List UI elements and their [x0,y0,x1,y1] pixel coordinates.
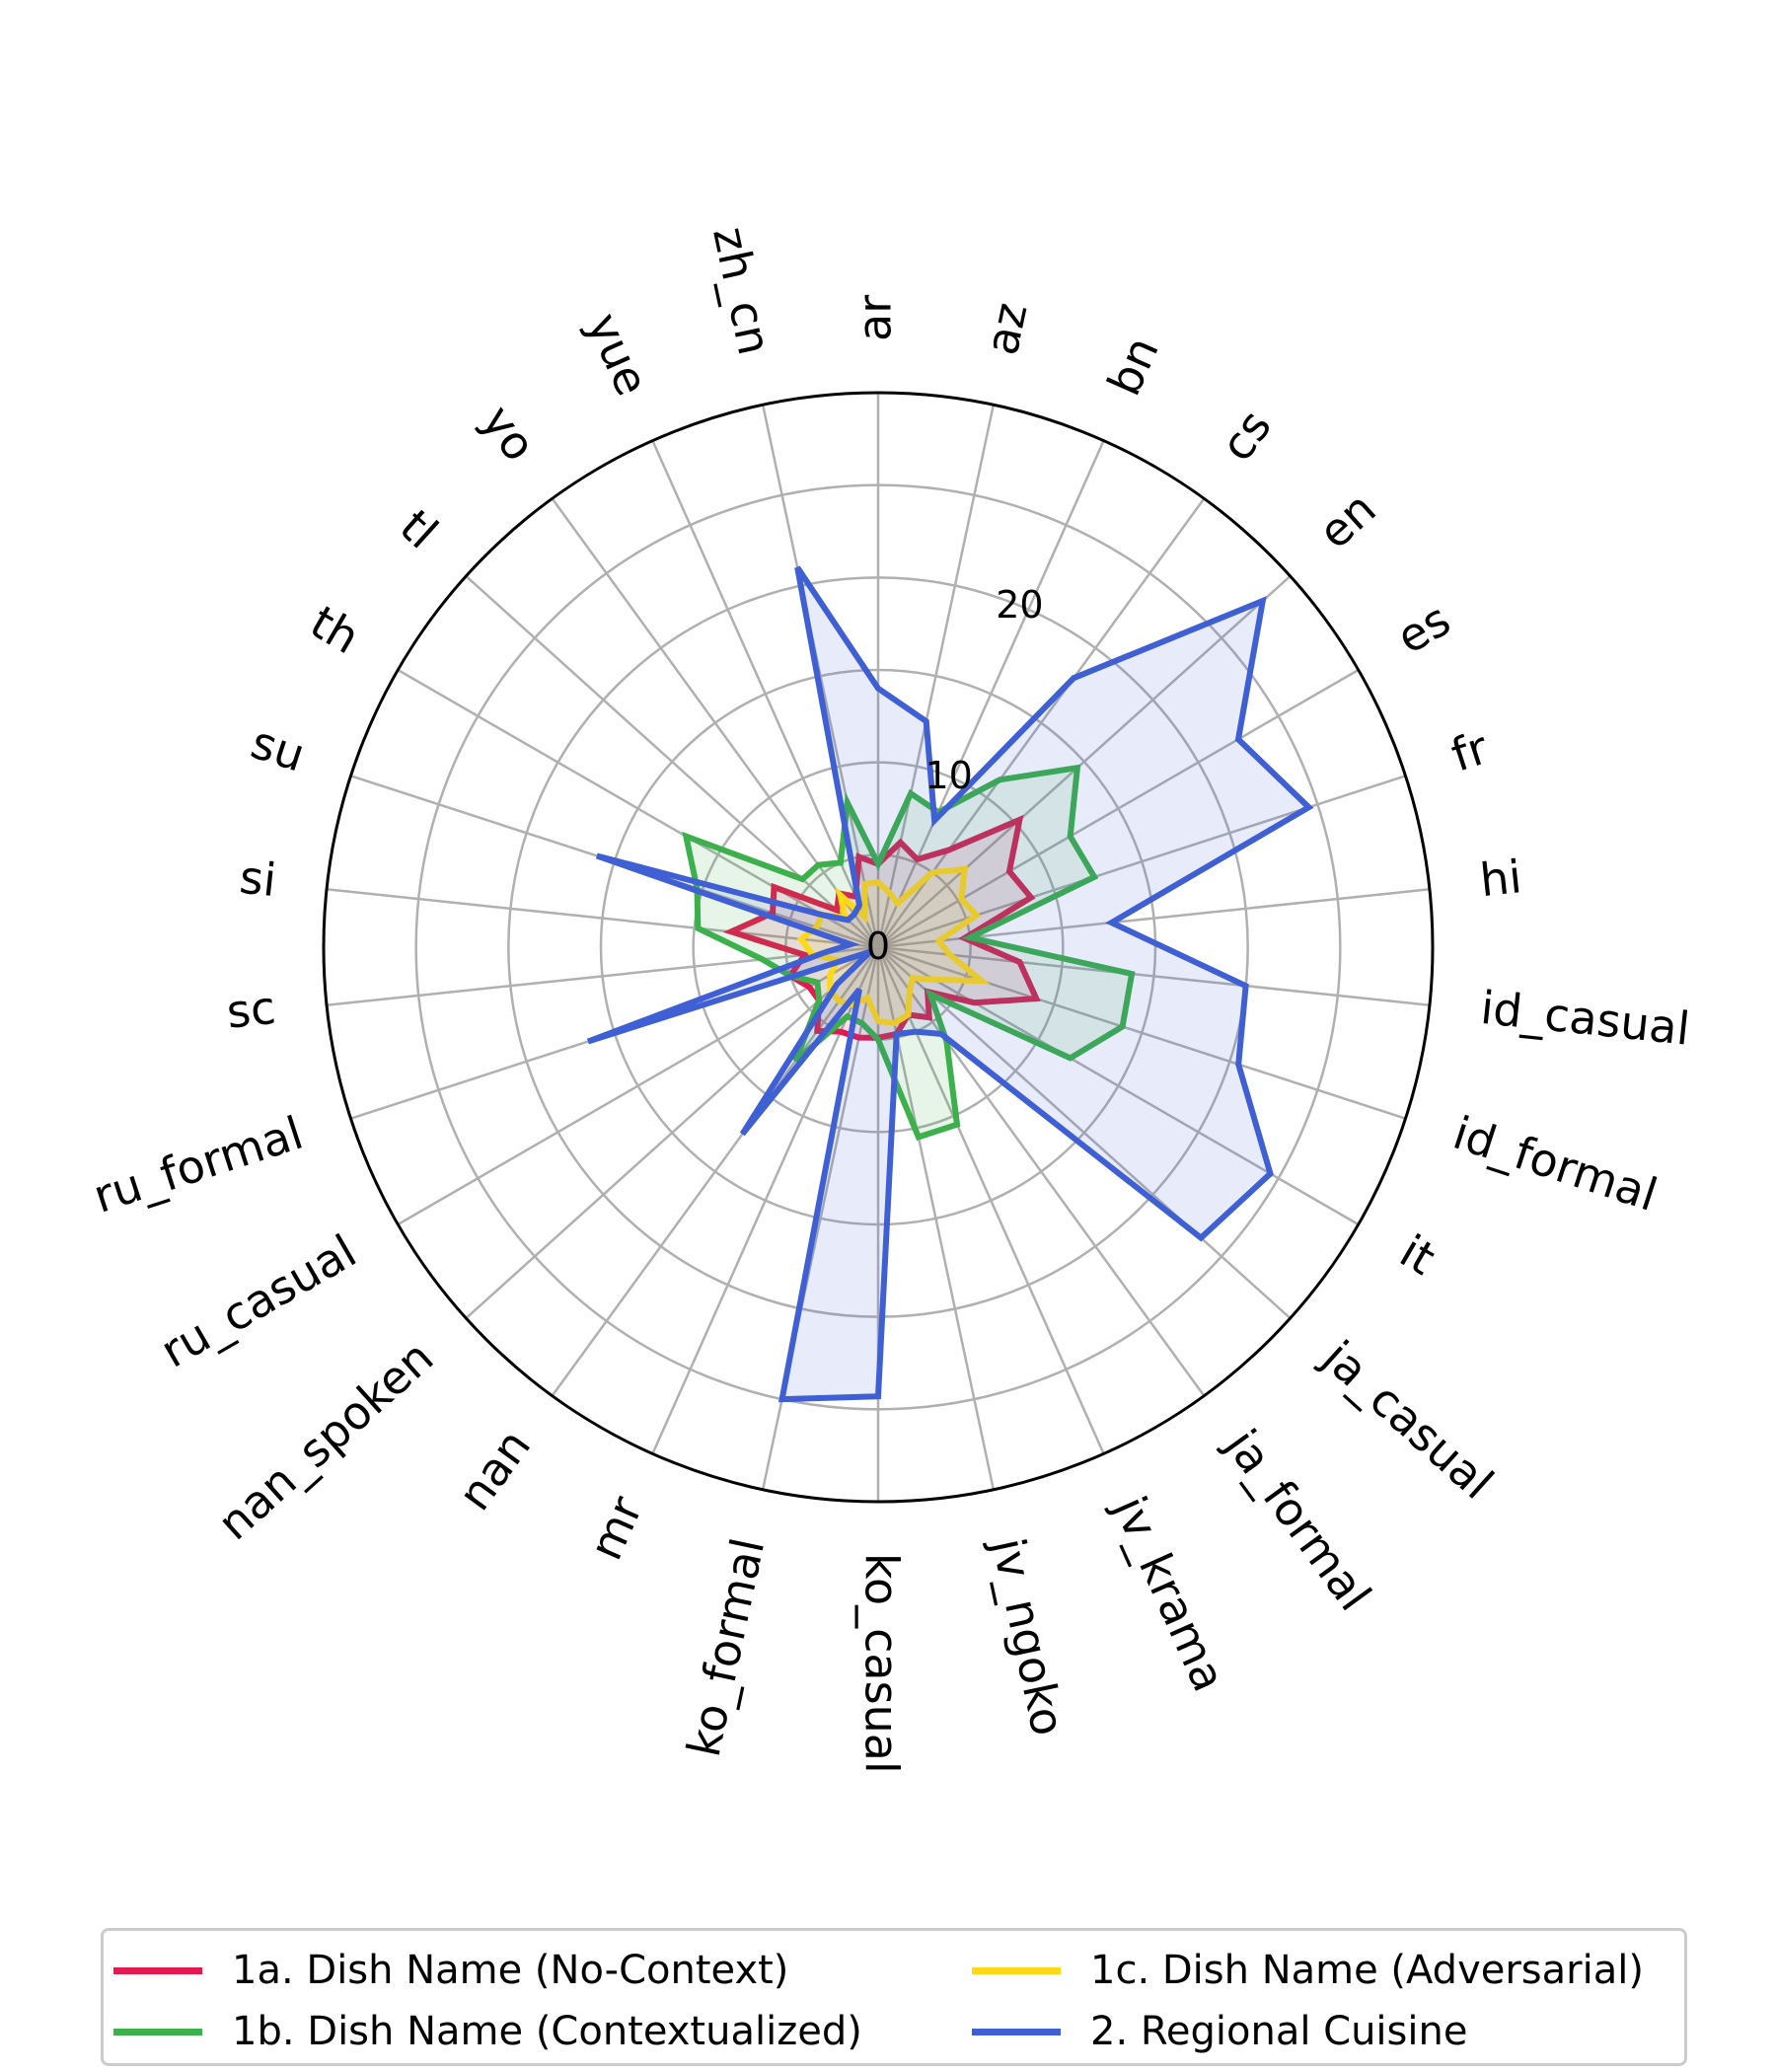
legend-swatch [972,1966,1061,1974]
series-fill [800,869,983,1023]
grid-spoke [877,946,1292,1319]
series-1b-dish-name-contextualized [682,764,1136,1142]
category-label-nan-spoken: nan_spoken [207,1330,443,1550]
legend-swatch [113,2028,202,2035]
category-label-mr: mr [579,1488,653,1567]
legend-label: 2. Regional Cuisine [1090,2009,1468,2054]
legend-label: 1c. Dish Name (Adversarial) [1090,1948,1644,1993]
series-fill [686,768,1133,1138]
category-label-ar: ar [849,295,902,341]
category-label-jv-ngoko: jv_ngoko [982,1532,1075,1739]
category-label-zh-cn: zh_cn [703,222,781,359]
grid-spoke [877,945,1360,1226]
category-label-ja-formal: ja_formal [1215,1419,1381,1620]
category-label-id-casual: id_casual [1478,981,1692,1056]
grid-spoke [326,945,879,1006]
category-label-cs: cs [1210,400,1282,471]
category-label-tl: tl [390,499,448,559]
category-label-ru-formal: ru_formal [87,1106,309,1223]
category-label-yo: yo [472,396,547,472]
radial-tick-labels: 0 10 20 [866,583,1044,968]
category-label-ru-casual: ru_casual [152,1224,365,1378]
radial-tick-label: 10 [925,754,973,797]
outer-frame [322,391,1435,1504]
category-label-hi: hi [1477,850,1523,907]
category-label-it: it [1391,1224,1444,1286]
legend-item-contextualized: 1b. Dish Name (Contextualized) [113,2002,862,2061]
grid-spoke [876,946,1206,1397]
grid-spoke [877,775,1406,949]
series-2-regional-cuisine [586,565,1314,1403]
grid-spoke [877,945,1431,1006]
legend-label: 1b. Dish Name (Contextualized) [232,2009,862,2054]
grid-spoke [397,668,879,949]
category-label-ko-formal: ko_formal [677,1533,775,1761]
grid-spoke [551,497,880,948]
category-label-ja-casual: ja_casual [1312,1329,1504,1509]
category-label-es: es [1387,592,1458,664]
category-label-az: az [975,298,1038,359]
legend-item-regional-cuisine: 2. Regional Cuisine [972,2002,1467,2061]
category-label-bn: bn [1097,329,1169,403]
grid-spoke [465,946,879,1319]
category-label-su: su [245,715,311,782]
legend: 1a. Dish Name (No-Context) 1c. Dish Name… [101,1928,1687,2066]
series-line [586,565,1314,1403]
radial-tick-label: 20 [996,583,1043,627]
grid-spoke [397,945,879,1226]
legend-swatch [972,2028,1061,2035]
grid-spoke [465,575,879,948]
category-label-nan: nan [448,1420,542,1520]
category-label-en: en [1308,481,1386,559]
legend-item-no-context: 1a. Dish Name (No-Context) [113,1941,788,2000]
grid-spoke [551,946,880,1397]
grid-spoke [877,575,1292,948]
grid-spoke [876,405,996,948]
series-line [682,764,1136,1142]
grid-spoke [877,945,1406,1120]
series-fill [588,567,1309,1400]
legend-item-adversarial: 1c. Dish Name (Adversarial) [972,1941,1644,2000]
category-label-ko-casual: ko_casual [855,1553,909,1774]
category-label-fr: fr [1445,720,1495,781]
legend-label: 1a. Dish Name (No-Context) [232,1948,789,1993]
radial-tick-label: 0 [866,925,890,968]
grid-spoke [326,888,879,949]
category-label-jv-krama: jv_krama [1103,1488,1236,1699]
legend-swatch [113,1966,202,1974]
category-label-id-formal: id_formal [1447,1106,1664,1221]
series-layer [586,565,1314,1403]
grid-spoke [877,668,1360,949]
category-label-sc: sc [224,981,278,1039]
grid-spoke [876,440,1105,948]
category-label-yue: yue [576,305,659,403]
category-label-th: th [302,595,369,664]
category-label-si: si [237,851,278,908]
